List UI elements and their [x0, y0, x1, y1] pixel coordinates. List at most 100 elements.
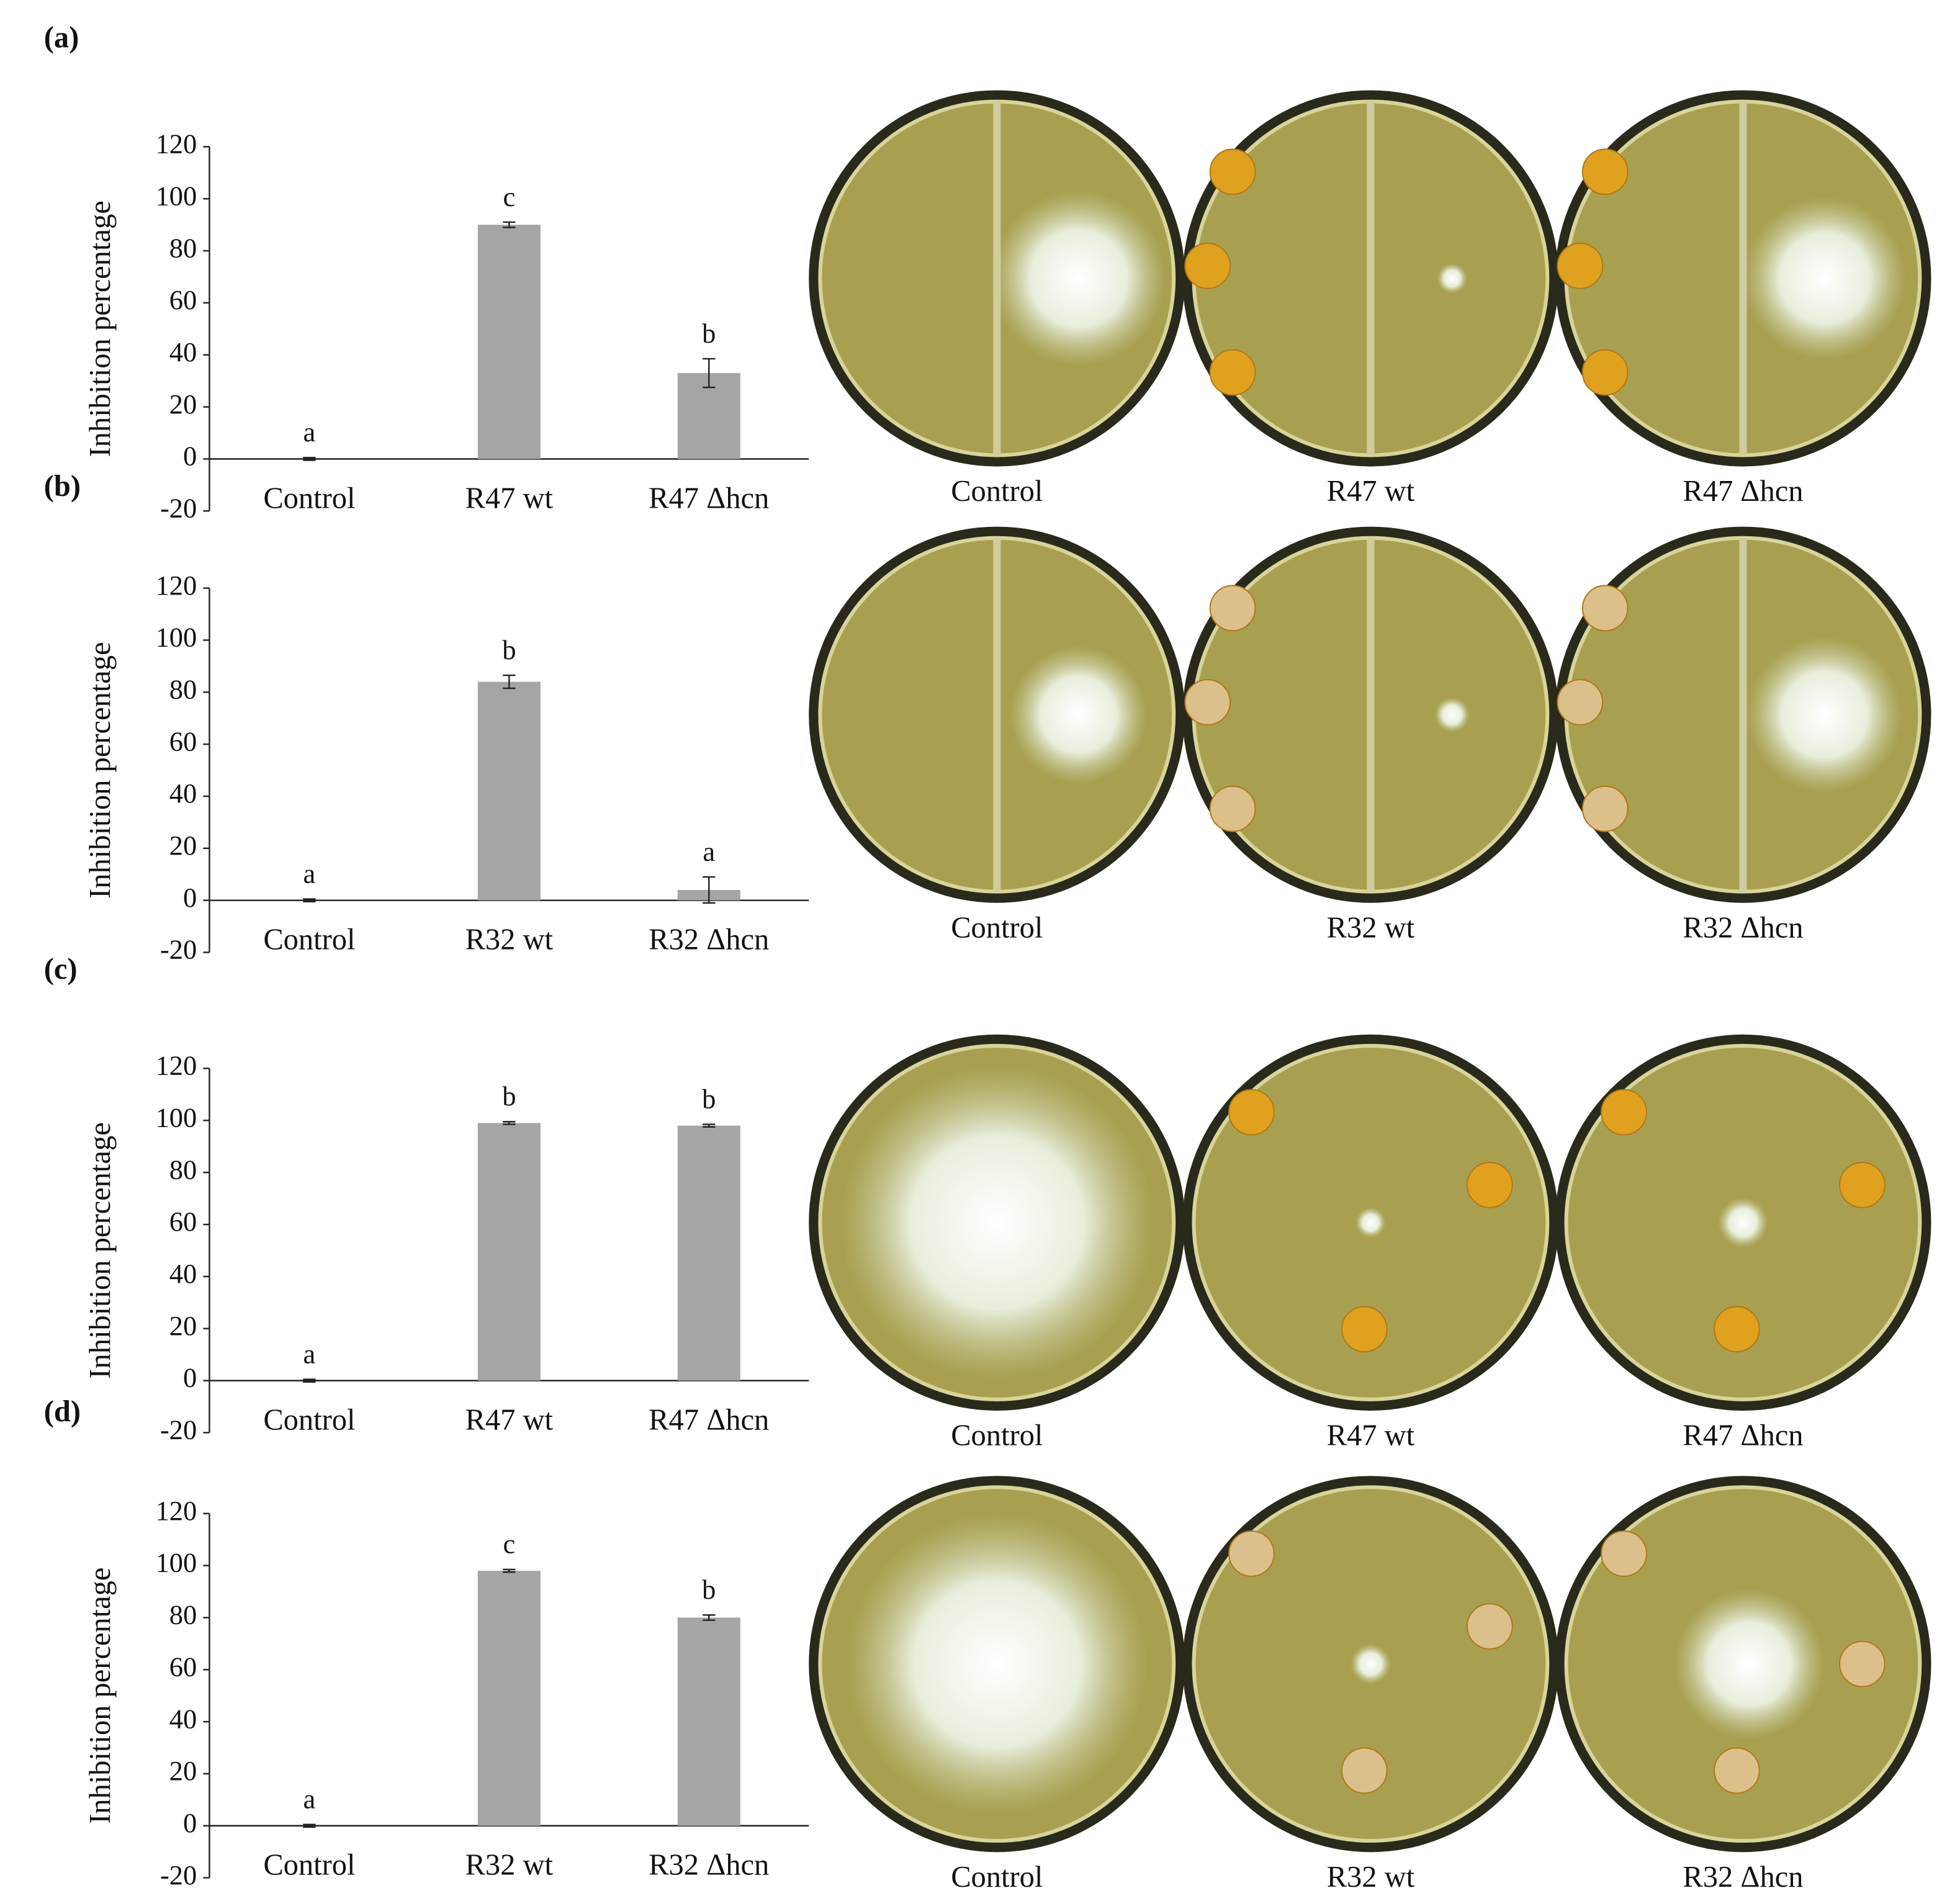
- error-bar: [703, 1614, 716, 1621]
- bacterial-colony: [1209, 349, 1256, 396]
- y-tick-label: 60: [169, 1206, 197, 1237]
- y-tick-label: 20: [169, 1755, 197, 1786]
- error-bar: [503, 674, 516, 690]
- significance-letter: b: [702, 318, 716, 349]
- significance-letter: a: [703, 836, 715, 867]
- photo-label: Control: [951, 1419, 1043, 1452]
- photo-label: Control: [951, 475, 1043, 508]
- bacterial-colony: [1713, 1306, 1760, 1353]
- x-tick-label: R32 Δhcn: [649, 923, 769, 956]
- photo-label: Control: [951, 911, 1043, 944]
- error-bar: [703, 1123, 716, 1128]
- x-tick-label: Control: [263, 923, 355, 956]
- x-tick-label: R47 wt: [465, 1403, 554, 1436]
- fungal-colony: [1009, 645, 1148, 784]
- x-tick-label: R47 Δhcn: [649, 1403, 769, 1436]
- photo-label: R32 wt: [1327, 911, 1415, 944]
- y-tick-label: 40: [169, 336, 197, 367]
- photo-label: R32 Δhcn: [1683, 911, 1803, 944]
- bacterial-colony: [1341, 1306, 1388, 1353]
- significance-letter: c: [503, 181, 515, 212]
- x-tick-label: R47 wt: [465, 482, 554, 515]
- fungal-colony: [1355, 1207, 1386, 1238]
- significance-letter: a: [303, 1784, 316, 1815]
- x-tick-label: Control: [263, 1849, 355, 1882]
- significance-letter: a: [303, 1338, 316, 1369]
- x-tick-label: R32 Δhcn: [649, 1849, 769, 1882]
- y-tick-label: 80: [169, 232, 197, 263]
- panel-label: (d): [44, 1395, 81, 1428]
- y-tick-label: 120: [156, 1495, 197, 1526]
- y-tick-label: 120: [156, 1050, 197, 1081]
- error-bar: [503, 221, 516, 228]
- error-bar: [503, 1121, 516, 1125]
- dish-divider: [993, 537, 1001, 892]
- error-bar: [703, 357, 716, 389]
- y-tick-label: 120: [156, 128, 197, 160]
- x-tick-label: Control: [263, 1403, 355, 1436]
- y-tick-label: 20: [169, 1310, 197, 1341]
- bacterial-colony: [1839, 1161, 1886, 1208]
- y-axis-label: Inhibition percentage: [84, 1122, 117, 1378]
- dish-divider: [1367, 101, 1375, 456]
- panel-label: (b): [44, 470, 81, 503]
- y-tick-label: 60: [169, 1651, 197, 1682]
- error-bar: [303, 457, 316, 461]
- y-tick-label: 80: [169, 1154, 197, 1185]
- bacterial-colony: [1466, 1603, 1513, 1650]
- photo-label: R47 Δhcn: [1683, 475, 1803, 508]
- fungal-colony: [846, 1513, 1148, 1815]
- bacterial-colony: [1209, 585, 1256, 632]
- significance-letter: b: [702, 1574, 716, 1605]
- bar: [477, 1570, 541, 1826]
- y-tick-label: 80: [169, 1599, 197, 1630]
- error-bar: [703, 876, 716, 904]
- y-tick-label: 0: [183, 882, 197, 913]
- y-tick-label: 20: [169, 389, 197, 420]
- y-tick-label: 80: [169, 673, 197, 704]
- x-tick-label: R32 wt: [465, 1849, 554, 1882]
- photo-label: Control: [951, 1861, 1043, 1894]
- bacterial-colony: [1228, 1089, 1275, 1136]
- error-bar: [303, 1378, 316, 1383]
- x-tick-label: Control: [263, 482, 355, 515]
- x-tick-label: R32 wt: [465, 923, 554, 956]
- fungal-colony: [1434, 697, 1470, 732]
- significance-letter: b: [702, 1083, 716, 1114]
- significance-letter: a: [303, 416, 316, 447]
- bar: [477, 225, 541, 459]
- dish-divider: [1367, 537, 1375, 892]
- bacterial-colony: [1581, 349, 1629, 396]
- photo-label: R47 wt: [1327, 1419, 1415, 1452]
- y-tick-label: 40: [169, 1703, 197, 1734]
- dish-divider: [1739, 537, 1747, 892]
- bacterial-colony: [1601, 1530, 1647, 1577]
- y-tick-label: 40: [169, 1258, 197, 1289]
- bar: [677, 1617, 740, 1826]
- bacterial-colony: [1184, 242, 1231, 289]
- significance-letter: c: [503, 1529, 515, 1560]
- y-tick-label: 60: [169, 726, 197, 757]
- bacterial-colony: [1581, 785, 1629, 832]
- bacterial-colony: [1713, 1747, 1760, 1794]
- bacterial-colony: [1209, 148, 1256, 195]
- fungal-colony: [1351, 1643, 1391, 1684]
- y-tick-label: -20: [160, 493, 197, 524]
- y-tick-label: 120: [156, 570, 197, 601]
- y-tick-label: 20: [169, 830, 197, 861]
- significance-letter: b: [502, 1081, 516, 1112]
- bacterial-colony: [1228, 1530, 1275, 1577]
- x-tick-label: R47 Δhcn: [649, 482, 769, 515]
- y-tick-label: 60: [169, 284, 197, 315]
- fungal-colony: [1674, 1588, 1825, 1740]
- y-tick-label: 40: [169, 778, 197, 809]
- bacterial-colony: [1557, 679, 1604, 726]
- error-bar: [303, 1823, 316, 1828]
- y-axis-label: Inhibition percentage: [84, 1567, 117, 1823]
- bar: [477, 681, 541, 901]
- bacterial-colony: [1601, 1089, 1647, 1136]
- significance-letter: b: [502, 634, 516, 665]
- fungal-colony: [1718, 1197, 1768, 1248]
- photo-label: R32 Δhcn: [1683, 1861, 1803, 1894]
